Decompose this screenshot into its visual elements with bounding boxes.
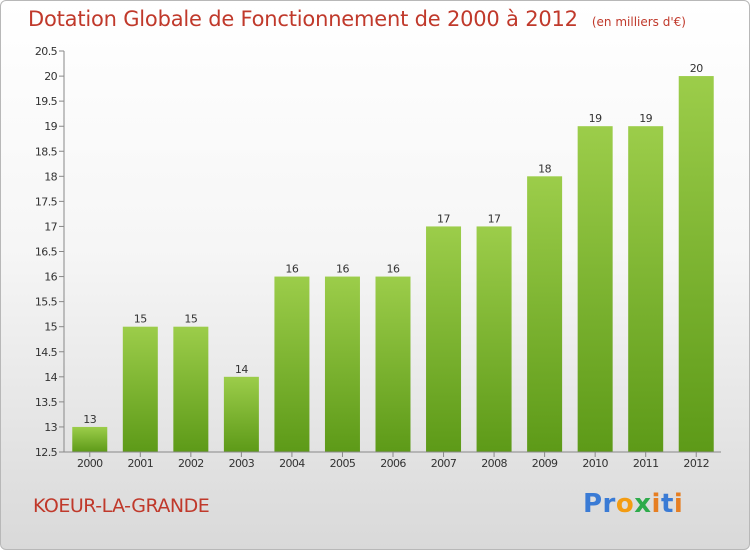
y-tick-label: 17 <box>44 220 57 233</box>
chart-title: Dotation Globale de Fonctionnement de 20… <box>28 7 686 31</box>
x-tick-label: 2009 <box>532 457 558 470</box>
x-tick-label: 2010 <box>582 457 608 470</box>
y-tick-label: 13 <box>44 421 57 434</box>
x-tick-label: 2008 <box>481 457 507 470</box>
x-tick-label: 2007 <box>431 457 457 470</box>
x-tick-label: 2012 <box>683 457 709 470</box>
y-tick-label: 18 <box>44 170 57 183</box>
bar <box>375 276 411 452</box>
chart-unit: (en milliers d'€) <box>591 15 686 29</box>
x-tick-label: 2002 <box>178 457 204 470</box>
x-tick-label: 2006 <box>380 457 406 470</box>
y-tick-label: 13.5 <box>35 396 58 409</box>
bar-value-label: 16 <box>285 263 298 276</box>
y-tick-label: 19 <box>44 120 57 133</box>
x-tick-label: 2004 <box>279 457 305 470</box>
x-tick-label: 2005 <box>330 457 356 470</box>
y-tick-label: 20 <box>44 70 57 83</box>
bar-value-label: 20 <box>690 62 703 75</box>
x-tick-label: 2011 <box>633 457 659 470</box>
commune-name: KOEUR-LA-GRANDE <box>33 495 210 517</box>
bar <box>426 226 462 452</box>
y-tick-label: 16 <box>44 271 57 284</box>
bar-value-label: 15 <box>184 313 197 326</box>
bar-value-label: 16 <box>387 263 400 276</box>
bar-value-label: 15 <box>134 313 147 326</box>
bar-value-label: 17 <box>488 212 501 225</box>
bar <box>476 226 512 452</box>
y-tick-label: 17.5 <box>35 195 58 208</box>
x-tick-label: 2001 <box>128 457 154 470</box>
bar <box>223 376 259 452</box>
bar-value-label: 18 <box>538 162 551 175</box>
y-tick-label: 20.5 <box>35 45 58 58</box>
bar <box>324 276 360 452</box>
bar <box>72 426 108 452</box>
y-axis: 12.5 13 13.5 14 14.5 15 15.5 16 16.5 17 17.5 18 18.5… <box>35 45 65 459</box>
proxiti-logo[interactable]: Proxiti <box>583 489 684 519</box>
bars: 13 15 15 14 16 16 16 17 17 18 19 19 20 <box>72 62 714 452</box>
bar-value-label: 16 <box>336 263 349 276</box>
bar-value-label: 13 <box>83 413 96 426</box>
x-tick-label: 2000 <box>77 457 103 470</box>
y-tick-label: 15 <box>44 321 57 334</box>
y-tick-label: 16.5 <box>35 246 58 259</box>
y-tick-label: 14 <box>44 371 57 384</box>
y-tick-label: 19.5 <box>35 95 58 108</box>
x-tick-label: 2003 <box>229 457 255 470</box>
chart-title-text: Dotation Globale de Fonctionnement de 20… <box>28 7 578 31</box>
y-tick-label: 14.5 <box>35 346 58 359</box>
bar-value-label: 19 <box>639 112 652 125</box>
bar <box>628 126 664 452</box>
bar-value-label: 19 <box>589 112 602 125</box>
y-tick-label: 12.5 <box>35 446 58 459</box>
bar <box>122 326 158 452</box>
y-tick-label: 18.5 <box>35 145 58 158</box>
x-axis: 2000 2001 2002 2003 2004 2005 2006 2007 2008 2009… <box>64 451 721 470</box>
bar <box>173 326 209 452</box>
bar <box>274 276 310 452</box>
bar <box>527 176 563 452</box>
bar-value-label: 17 <box>437 212 450 225</box>
y-tick-label: 15.5 <box>35 296 58 309</box>
bar-value-label: 14 <box>235 363 248 376</box>
bar <box>577 126 613 452</box>
bar <box>678 76 714 452</box>
